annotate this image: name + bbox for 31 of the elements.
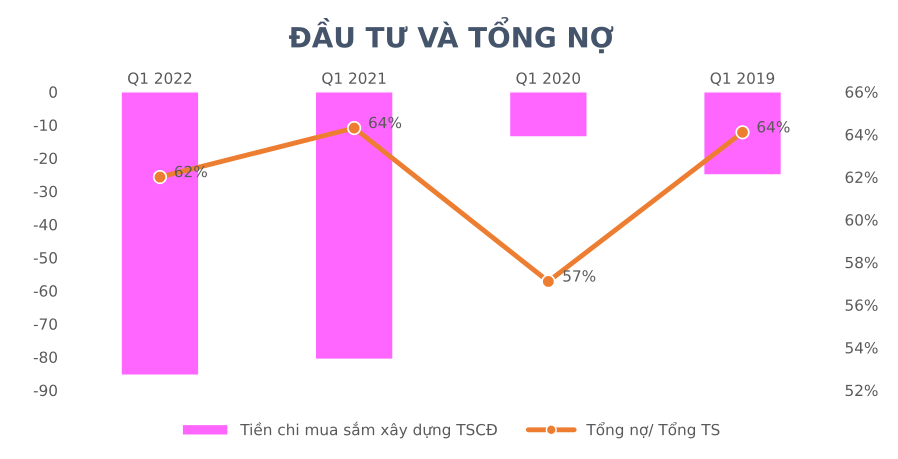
y2-tick-label: 58% xyxy=(846,256,878,268)
point xyxy=(347,120,362,136)
y2-tick-label: 54% xyxy=(846,342,878,354)
y-tick-label: -60 xyxy=(34,285,57,297)
point xyxy=(541,274,556,289)
y-tick-label: -20 xyxy=(34,152,57,164)
point xyxy=(152,170,168,184)
x-tick-label: Q1 2021 xyxy=(322,72,386,86)
legend-label: Tổng nợ/ Tổng TS xyxy=(586,422,720,438)
y-tick-label: -50 xyxy=(34,252,57,264)
y-tick-label: 0 xyxy=(49,86,57,98)
y-tick-label: -10 xyxy=(34,119,57,131)
y-tick-label: -70 xyxy=(34,318,57,330)
chart-title: ĐẦU TƯ VÀ TỔNG NỢ xyxy=(288,16,614,54)
y2-tick-label: 52% xyxy=(846,384,878,396)
data-label: 62% xyxy=(174,166,207,178)
y2-tick-label: 66% xyxy=(846,86,878,98)
y2-tick-label: 60% xyxy=(846,214,878,226)
legend-label: Tiền chi mua sắm xây dựng TSCĐ xyxy=(240,422,497,438)
y-tick-label: -30 xyxy=(34,186,57,198)
y2-tick-label: 62% xyxy=(846,172,878,184)
point xyxy=(735,125,750,140)
y-tick-label: -80 xyxy=(34,351,57,364)
x-tick-label: Q1 2020 xyxy=(516,72,580,86)
y-tick-label: -90 xyxy=(34,384,57,396)
x-tick-label: Q1 2019 xyxy=(710,72,774,86)
y2-tick-label: 64% xyxy=(846,128,878,140)
data-label: 57% xyxy=(563,270,596,282)
x-tick-label: Q1 2022 xyxy=(128,72,192,86)
y2-tick-label: 56% xyxy=(846,299,878,311)
y-tick-label: -40 xyxy=(34,218,57,230)
